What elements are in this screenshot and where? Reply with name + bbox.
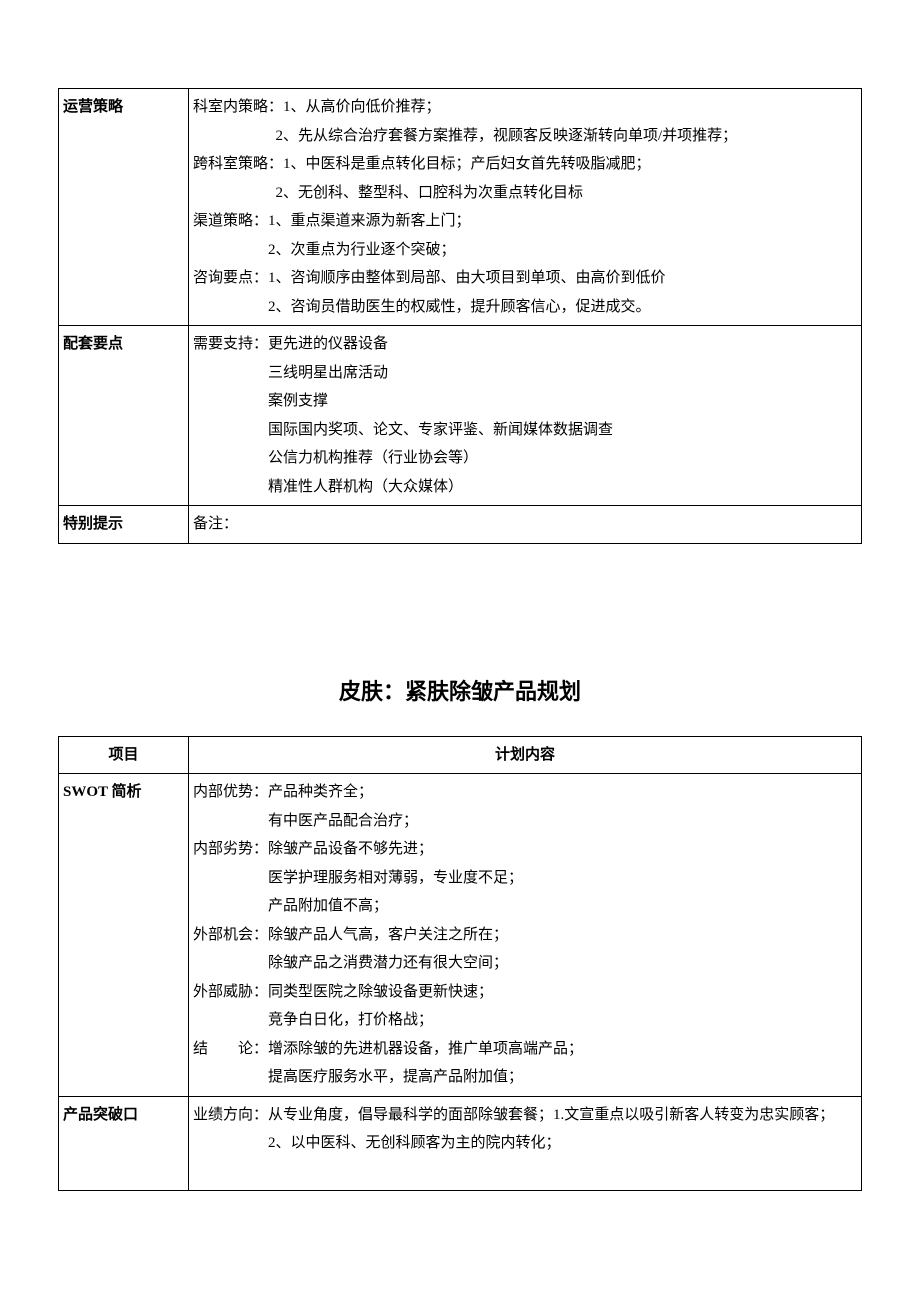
content-line: 案例支撑: [193, 387, 857, 416]
header-col-0: 项目: [59, 736, 189, 774]
content-line: 需要支持：更先进的仪器设备: [193, 330, 857, 359]
content-line: 医学护理服务相对薄弱，专业度不足；: [193, 864, 857, 893]
row-label: 产品突破口: [59, 1096, 189, 1191]
content-line: 跨科室策略：1、中医科是重点转化目标；产后妇女首先转吸脂减肥；: [193, 150, 857, 179]
table-skincare: 项目 计划内容 SWOT 简析内部优势：产品种类齐全；有中医产品配合治疗；内部劣…: [58, 736, 862, 1192]
content-line: 外部威胁：同类型医院之除皱设备更新快速；: [193, 978, 857, 1007]
table-operations: 运营策略科室内策略：1、从高价向低价推荐；2、先从综合治疗套餐方案推荐，视顾客反…: [58, 88, 862, 544]
row-content: 科室内策略：1、从高价向低价推荐；2、先从综合治疗套餐方案推荐，视顾客反映逐渐转…: [189, 89, 862, 326]
table-header-row: 项目 计划内容: [59, 736, 862, 774]
content-line: [193, 1158, 857, 1187]
table-body-1: 运营策略科室内策略：1、从高价向低价推荐；2、先从综合治疗套餐方案推荐，视顾客反…: [59, 89, 862, 544]
content-line: 外部机会：除皱产品人气高，客户关注之所在；: [193, 921, 857, 950]
row-content: 备注：: [189, 506, 862, 544]
content-line: 竞争白日化，打价格战；: [193, 1006, 857, 1035]
content-line: 内部优势：产品种类齐全；: [193, 778, 857, 807]
content-line: 结 论：增添除皱的先进机器设备，推广单项高端产品；: [193, 1035, 857, 1064]
row-label: 配套要点: [59, 326, 189, 506]
content-line: 2、咨询员借助医生的权威性，提升顾客信心，促进成交。: [193, 293, 857, 322]
row-content: 业绩方向：从专业角度，倡导最科学的面部除皱套餐；1.文宣重点以吸引新客人转变为忠…: [189, 1096, 862, 1191]
table-row: 特别提示备注：: [59, 506, 862, 544]
section-title: 皮肤：紧肤除皱产品规划: [58, 674, 862, 706]
table-row: 配套要点需要支持：更先进的仪器设备三线明星出席活动案例支撑国际国内奖项、论文、专…: [59, 326, 862, 506]
table-row: 产品突破口业绩方向：从专业角度，倡导最科学的面部除皱套餐；1.文宣重点以吸引新客…: [59, 1096, 862, 1191]
content-line: 2、次重点为行业逐个突破；: [193, 236, 857, 265]
row-label: 特别提示: [59, 506, 189, 544]
row-content: 内部优势：产品种类齐全；有中医产品配合治疗；内部劣势：除皱产品设备不够先进；医学…: [189, 774, 862, 1097]
row-label: SWOT 简析: [59, 774, 189, 1097]
content-line: 渠道策略：1、重点渠道来源为新客上门；: [193, 207, 857, 236]
content-line: 产品附加值不高；: [193, 892, 857, 921]
content-line: 提高医疗服务水平，提高产品附加值；: [193, 1063, 857, 1092]
content-line: 科室内策略：1、从高价向低价推荐；: [193, 93, 857, 122]
table-body-2: SWOT 简析内部优势：产品种类齐全；有中医产品配合治疗；内部劣势：除皱产品设备…: [59, 774, 862, 1191]
content-line: 2、先从综合治疗套餐方案推荐，视顾客反映逐渐转向单项/并项推荐；: [193, 122, 857, 151]
content-line: 国际国内奖项、论文、专家评鉴、新闻媒体数据调查: [193, 416, 857, 445]
content-line: 三线明星出席活动: [193, 359, 857, 388]
row-label: 运营策略: [59, 89, 189, 326]
row-content: 需要支持：更先进的仪器设备三线明星出席活动案例支撑国际国内奖项、论文、专家评鉴、…: [189, 326, 862, 506]
content-line: 内部劣势：除皱产品设备不够先进；: [193, 835, 857, 864]
content-line: 2、以中医科、无创科顾客为主的院内转化；: [193, 1129, 857, 1158]
content-line: 公信力机构推荐（行业协会等）: [193, 444, 857, 473]
content-line: 2、无创科、整型科、口腔科为次重点转化目标: [193, 179, 857, 208]
content-line: 备注：: [193, 510, 857, 539]
content-line: 业绩方向：从专业角度，倡导最科学的面部除皱套餐；1.文宣重点以吸引新客人转变为忠…: [193, 1101, 857, 1130]
table-row: 运营策略科室内策略：1、从高价向低价推荐；2、先从综合治疗套餐方案推荐，视顾客反…: [59, 89, 862, 326]
content-line: 精准性人群机构（大众媒体）: [193, 473, 857, 502]
content-line: 有中医产品配合治疗；: [193, 807, 857, 836]
table-row: SWOT 简析内部优势：产品种类齐全；有中医产品配合治疗；内部劣势：除皱产品设备…: [59, 774, 862, 1097]
content-line: 除皱产品之消费潜力还有很大空间；: [193, 949, 857, 978]
header-col-1: 计划内容: [189, 736, 862, 774]
content-line: 咨询要点：1、咨询顺序由整体到局部、由大项目到单项、由高价到低价: [193, 264, 857, 293]
